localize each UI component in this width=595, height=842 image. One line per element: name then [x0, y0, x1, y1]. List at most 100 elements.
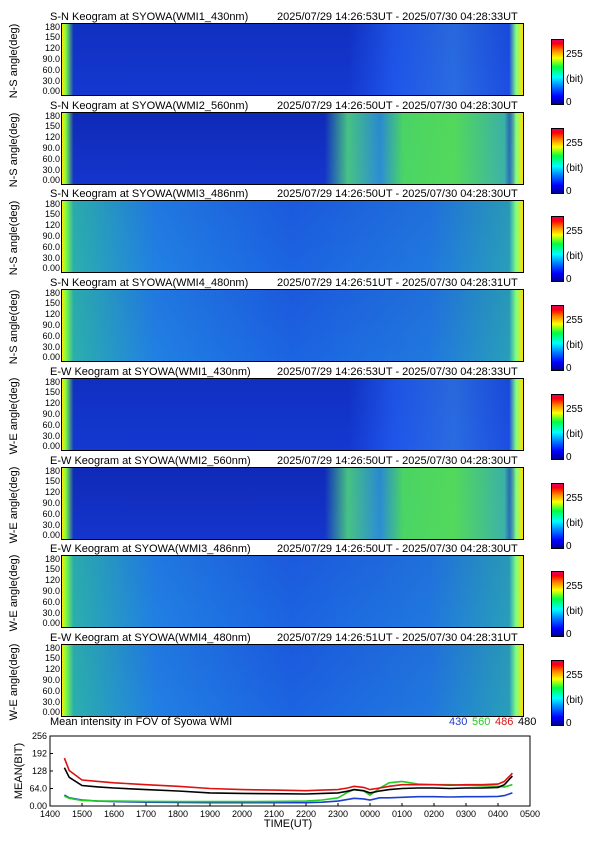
angle-tick-label: 90.0 [42, 231, 60, 242]
angle-tick-label: 60.0 [42, 331, 60, 342]
keogram-ylabel: W-E angle(deg) [8, 466, 20, 543]
keogram-title: E-W Keogram at SYOWA(WMI1_430nm) [50, 365, 251, 378]
keogram-ylabel: W-E angle(deg) [8, 643, 20, 721]
x-tick-label: 1500 [72, 809, 92, 819]
angle-tick-label: 150 [44, 120, 60, 131]
keogram-title: S-N Keogram at SYOWA(WMI4_480nm) [50, 277, 249, 290]
plot-frame [49, 735, 531, 807]
keogram-time-range: 2025/07/29 14:26:53UT - 2025/07/30 04:28… [277, 365, 518, 378]
y-tick-label: 0.00 [29, 801, 47, 811]
angle-tick-label: 180 [44, 465, 60, 476]
x-tick-label: 0400 [488, 809, 508, 819]
angle-tick-label: 90.0 [42, 54, 60, 64]
series-line-486 [63, 757, 513, 792]
colorbar-min-label: 0 [566, 274, 572, 286]
keogram-angle-ticks: 180 150 120 90.0 60.0 30.0 0.00 [24, 642, 60, 719]
angle-tick-label: 0.00 [42, 706, 60, 717]
colorbar-max-label: 255 [566, 492, 583, 504]
y-tick-label: 128 [32, 766, 47, 776]
colorbar-max-label: 255 [566, 315, 583, 327]
legend-430: 430 [449, 716, 468, 728]
x-tick-label: 0100 [392, 809, 412, 819]
colorbar [551, 393, 564, 460]
colorbar-min-label: 0 [566, 451, 572, 463]
angle-tick-label: 90.0 [42, 586, 60, 597]
colorbar [551, 482, 564, 549]
legend-560: 560 [472, 716, 491, 728]
angle-tick-label: 90.0 [42, 142, 60, 153]
angle-tick-label: 0.00 [42, 529, 60, 540]
angle-tick-label: 120 [44, 309, 60, 320]
colorbar-min-label: 0 [566, 629, 572, 641]
angle-tick-label: 30.0 [42, 76, 60, 86]
keogram-ylabel: N-S angle(deg) [8, 112, 20, 187]
colorbar [551, 216, 564, 283]
angle-tick-label: 30.0 [42, 696, 60, 707]
keogram-image [61, 289, 524, 363]
colorbar-unit-label: (bit) [566, 694, 584, 706]
angle-tick-label: 0.00 [42, 174, 60, 185]
x-tick-label: 1700 [136, 809, 156, 819]
keogram-panel-4: S-N Keogram at SYOWA(WMI4_480nm) 2025/07/… [0, 277, 595, 374]
angle-tick-label: 90.0 [42, 408, 60, 419]
angle-tick-label: 120 [44, 575, 60, 586]
angle-tick-label: 180 [44, 110, 60, 121]
colorbar-max-label: 255 [566, 49, 583, 60]
keogram-angle-ticks: 180 150 120 90.0 60.0 30.0 0.00 [24, 110, 60, 187]
keogram-title: S-N Keogram at SYOWA(WMI1_430nm) [50, 11, 249, 23]
colorbar-unit-label: (bit) [566, 428, 584, 440]
angle-tick-label: 150 [44, 475, 60, 486]
keogram-image [61, 377, 524, 451]
angle-tick-label: 150 [44, 32, 60, 42]
keogram-panel-7: E-W Keogram at SYOWA(WMI3_486nm) 2025/07/… [0, 543, 595, 640]
angle-tick-label: 60.0 [42, 508, 60, 519]
keogram-image [61, 111, 524, 185]
angle-tick-label: 30.0 [42, 608, 60, 619]
colorbar-unit-label: (bit) [566, 606, 584, 618]
x-tick-label: 2200 [296, 809, 316, 819]
angle-tick-label: 0.00 [42, 618, 60, 629]
keogram-ylabel: N-S angle(deg) [8, 201, 20, 276]
keogram-image [61, 555, 524, 629]
keogram-time-range: 2025/07/29 14:26:50UT - 2025/07/30 04:28… [277, 454, 518, 467]
angle-tick-label: 90.0 [42, 674, 60, 685]
angle-tick-label: 30.0 [42, 519, 60, 530]
keogram-time-range: 2025/07/29 14:26:50UT - 2025/07/30 04:28… [277, 99, 518, 112]
x-tick-label: 0300 [456, 809, 476, 819]
legend-486: 486 [495, 716, 514, 728]
angle-tick-label: 60.0 [42, 242, 60, 253]
keogram-image [61, 200, 524, 274]
x-tick-label: 0500 [520, 809, 540, 819]
keogram-ylabel: N-S angle(deg) [8, 23, 20, 99]
keogram-panel-6: E-W Keogram at SYOWA(WMI2_560nm) 2025/07/… [0, 454, 595, 552]
angle-tick-label: 30.0 [42, 253, 60, 264]
y-tick-label: 64.0 [29, 784, 47, 794]
x-tick-label: 2100 [264, 809, 284, 819]
keogram-time-range: 2025/07/29 14:26:51UT - 2025/07/30 04:28… [277, 277, 518, 290]
colorbar-max-label: 255 [566, 226, 583, 238]
angle-tick-label: 120 [44, 397, 60, 408]
y-axis-label: MEAN(BIT) [13, 743, 25, 799]
x-tick-label: 2300 [328, 809, 348, 819]
colorbar [551, 305, 564, 372]
colorbar-max-label: 255 [566, 581, 583, 593]
chart-title: Mean intensity in FOV of Syowa WMI [50, 716, 233, 728]
angle-tick-label: 90.0 [42, 320, 60, 331]
colorbar-min-label: 0 [566, 97, 572, 108]
colorbar [551, 659, 564, 726]
keogram-image [61, 643, 524, 717]
colorbar-min-label: 0 [566, 363, 572, 375]
colorbar-unit-label: (bit) [566, 162, 584, 174]
mean-intensity-plot: 1400 1500 1600 1700 1800 1900 2000 2100 2200 2300… [13, 731, 540, 830]
angle-tick-label: 120 [44, 131, 60, 142]
angle-tick-label: 180 [44, 642, 60, 653]
keogram-title: E-W Keogram at SYOWA(WMI4_480nm) [50, 631, 251, 644]
angle-tick-label: 120 [44, 486, 60, 497]
keogram-angle-ticks: 180 150 120 90.0 60.0 30.0 0.00 [24, 555, 60, 630]
angle-tick-label: 0.00 [42, 86, 60, 96]
angle-tick-label: 0.00 [42, 352, 60, 363]
angle-tick-label: 180 [44, 22, 60, 32]
keogram-panel-2: S-N Keogram at SYOWA(WMI2_560nm) 2025/07/… [0, 99, 595, 197]
angle-tick-label: 60.0 [42, 153, 60, 164]
angle-tick-label: 60.0 [42, 685, 60, 696]
